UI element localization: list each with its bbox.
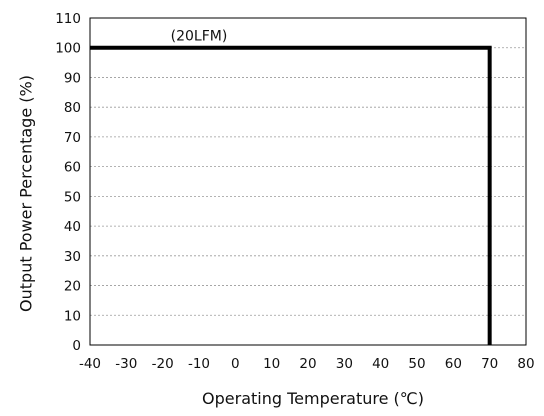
y-tick-label: 40 <box>64 219 81 235</box>
x-tick-label: -40 <box>79 356 101 372</box>
x-tick-label: 40 <box>372 356 389 372</box>
x-tick-label: -10 <box>188 356 210 372</box>
x-tick-label: 0 <box>231 356 240 372</box>
y-tick-label: 90 <box>64 70 81 86</box>
y-tick-label: 70 <box>64 130 81 146</box>
grid-layer <box>90 47 526 316</box>
x-tick-label: 80 <box>517 356 534 372</box>
annotation-layer: (20LFM) <box>171 29 228 45</box>
y-tick-label: 110 <box>55 11 81 27</box>
y-tick-label: 10 <box>64 308 81 324</box>
y-tick-label: 60 <box>64 160 81 176</box>
x-tick-labels: -40 -30 -20 -10 0 10 20 30 40 50 60 70 80 <box>79 356 535 372</box>
y-tick-label: 80 <box>64 100 81 116</box>
y-axis-title: Output Power Percentage (%) <box>17 75 36 312</box>
y-tick-labels: 0 10 20 30 40 50 60 70 80 90 100 110 <box>55 11 81 354</box>
x-tick-label: 60 <box>445 356 462 372</box>
x-tick-label: 20 <box>299 356 316 372</box>
x-tick-label: 10 <box>263 356 280 372</box>
x-axis-title: Operating Temperature (℃) <box>202 389 424 408</box>
y-tick-label: 30 <box>64 249 81 265</box>
annotation-label: (20LFM) <box>171 29 228 45</box>
series-layer <box>90 45 492 345</box>
x-tick-label: 50 <box>408 356 425 372</box>
y-tick-label: 20 <box>64 279 81 295</box>
x-tick-label: -20 <box>152 356 174 372</box>
x-tick-label: 30 <box>336 356 353 372</box>
plot-frame <box>89 17 527 346</box>
y-tick-label: 0 <box>72 338 81 354</box>
x-tick-label: -30 <box>115 356 137 372</box>
y-tick-label: 50 <box>64 189 81 205</box>
x-tick-label: 70 <box>481 356 498 372</box>
y-tick-label: 100 <box>55 41 81 57</box>
series-line <box>90 45 492 345</box>
